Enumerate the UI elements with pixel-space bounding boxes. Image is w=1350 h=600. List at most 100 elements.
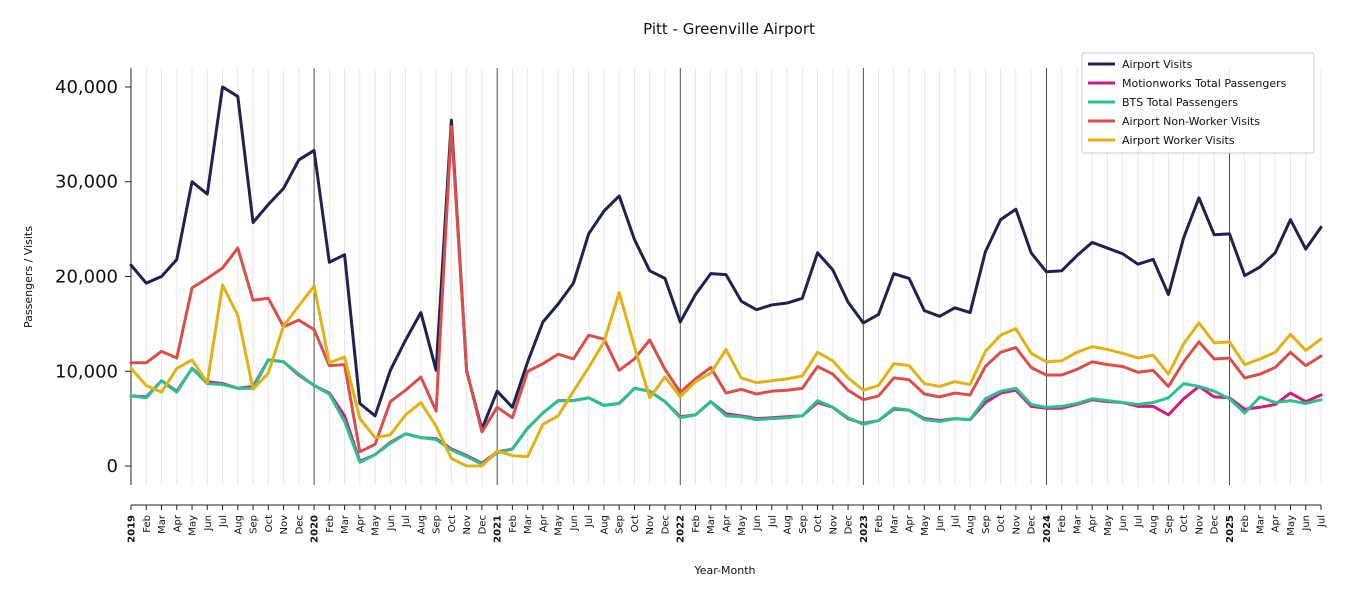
x-tick-label: Apr — [355, 514, 366, 532]
x-tick-label: Oct — [630, 515, 641, 532]
x-tick-label: Apr — [722, 514, 733, 532]
legend-entry: Airport Visits — [1122, 58, 1193, 71]
x-tick-label: Nov — [279, 515, 290, 535]
x-tick-label: Jul — [1133, 515, 1144, 528]
y-axis-label: Passengers / Visits — [22, 226, 35, 328]
x-tick-label: Sep — [432, 515, 443, 534]
x-tick-label: May — [737, 515, 748, 536]
x-tick-label: Aug — [233, 515, 244, 535]
x-tick-label: Oct — [813, 515, 824, 532]
y-tick-label: 30,000 — [55, 172, 118, 193]
x-tick-label: Feb — [325, 515, 336, 533]
y-tick-label: 0 — [107, 456, 118, 477]
x-tick-label: Nov — [645, 515, 656, 535]
x-tick-label: May — [554, 515, 565, 536]
x-tick-label: Sep — [798, 515, 809, 534]
x-tick-label: Jul — [584, 515, 595, 528]
x-tick-label: Mar — [157, 514, 168, 534]
x-tick-label: Jun — [1301, 515, 1312, 532]
x-tick-label: Sep — [249, 515, 260, 534]
x-tick-label: Mar — [1072, 514, 1083, 534]
x-tick-label: Apr — [538, 514, 549, 532]
x-tick-label-year: 2024 — [1042, 515, 1053, 543]
x-tick-label: Apr — [1271, 514, 1282, 532]
legend-entry: Airport Non-Worker Visits — [1122, 115, 1260, 128]
x-tick-label: Oct — [264, 515, 275, 532]
x-tick-label: Jun — [386, 515, 397, 532]
x-tick-label: Jun — [752, 515, 763, 532]
x-tick-label: Aug — [1149, 515, 1160, 535]
x-tick-label: Apr — [1088, 514, 1099, 532]
x-tick-label-year: 2023 — [859, 515, 870, 543]
x-tick-label: May — [371, 515, 382, 536]
x-tick-label: May — [1103, 515, 1114, 536]
legend-entry: Airport Worker Visits — [1122, 134, 1235, 147]
series-line-airport-non-worker-visits — [129, 125, 1323, 454]
x-tick-label: May — [1286, 515, 1297, 536]
x-tick-label: Oct — [1179, 515, 1190, 532]
x-tick-label: Mar — [706, 514, 717, 534]
x-tick-label: Jul — [218, 515, 229, 528]
x-tick-label: Oct — [447, 515, 458, 532]
x-tick-label: May — [920, 515, 931, 536]
x-tick-label: Jun — [569, 515, 580, 532]
x-tick-label: Feb — [1057, 515, 1068, 533]
y-tick-label: 10,000 — [55, 361, 118, 382]
series-line-airport-visits — [129, 85, 1323, 431]
x-axis-label: Year-Month — [693, 564, 755, 577]
x-tick-label: Apr — [172, 514, 183, 532]
x-tick-label: Nov — [828, 515, 839, 535]
x-tick-label: Aug — [599, 515, 610, 535]
x-tick-label: Jun — [203, 515, 214, 532]
x-tick-label: Mar — [1255, 514, 1266, 534]
x-tick-label: May — [188, 515, 199, 536]
x-tick-label: Sep — [615, 515, 626, 534]
x-tick-label: Nov — [1011, 515, 1022, 535]
x-tick-label: Aug — [783, 515, 794, 535]
series-lines — [129, 85, 1323, 468]
x-tick-label: Feb — [691, 515, 702, 533]
x-tick-label: Apr — [905, 514, 916, 532]
x-tick-label: Jul — [1317, 515, 1328, 528]
y-axis: 0 10,000 20,000 30,000 40,000 — [55, 68, 132, 485]
legend-entry: BTS Total Passengers — [1122, 96, 1238, 109]
x-tick-label: Feb — [142, 515, 153, 533]
x-tick-label: Feb — [508, 515, 519, 533]
x-tick-label: Mar — [340, 514, 351, 534]
x-tick-label-year: 2020 — [310, 515, 321, 543]
x-tick-label: Mar — [889, 514, 900, 534]
x-tick-label: Jun — [935, 515, 946, 532]
legend-box — [1081, 52, 1315, 154]
x-tick-label-year: 2019 — [127, 515, 138, 543]
x-tick-label: Nov — [462, 515, 473, 535]
x-tick-label: Jul — [401, 515, 412, 528]
x-tick-label: Dec — [660, 515, 671, 534]
x-tick-label: Dec — [1027, 515, 1038, 534]
x-axis: 2019 Feb Mar Apr May Jun Jul Aug Sep Oct Nov Dec 202… — [127, 504, 1328, 543]
x-tick-label: Aug — [966, 515, 977, 535]
x-tick-label: Dec — [844, 515, 855, 534]
x-tick-label: Dec — [477, 515, 488, 534]
x-tick-label: Jun — [1118, 515, 1129, 532]
x-tick-label: Jul — [767, 515, 778, 528]
x-tick-label: Oct — [996, 515, 1007, 532]
y-tick-label: 20,000 — [55, 267, 118, 288]
x-tick-label-year: 2025 — [1225, 515, 1236, 543]
y-tick-label: 40,000 — [55, 77, 118, 98]
x-tick-label-year: 2021 — [493, 515, 504, 543]
x-tick-label: Feb — [874, 515, 885, 533]
x-tick-label: Nov — [1194, 515, 1205, 535]
x-tick-label-year: 2022 — [676, 515, 687, 543]
series-line-bts-total-passengers — [129, 358, 1323, 466]
chart-title: Pitt - Greenville Airport — [643, 20, 815, 38]
x-tick-label: Jul — [950, 515, 961, 528]
x-tick-label: Aug — [416, 515, 427, 535]
legend-entry: Motionworks Total Passengers — [1122, 77, 1287, 90]
x-tick-label: Mar — [523, 514, 534, 534]
series-line-airport-worker-visits — [129, 283, 1323, 468]
x-tick-label: Feb — [1240, 515, 1251, 533]
legend: Airport Visits Motionworks Total Passenge… — [1081, 52, 1315, 154]
x-tick-label: Dec — [294, 515, 305, 534]
x-tick-label: Sep — [1164, 515, 1175, 534]
